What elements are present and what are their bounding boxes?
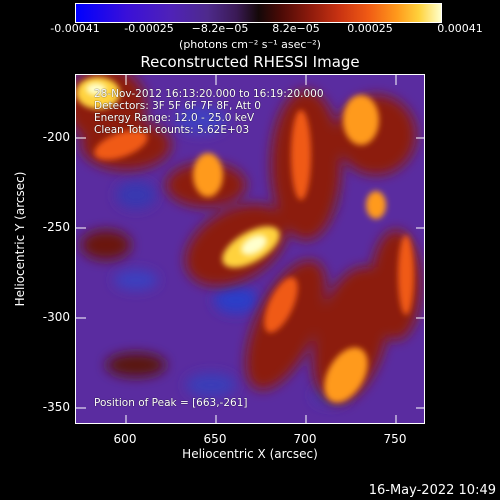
colorbar-units: (photons cm⁻² s⁻¹ asec⁻²) — [179, 38, 321, 51]
x-tick-label: 650 — [203, 432, 227, 446]
rhessi-image: 28-Nov-2012 16:13:20.000 to 16:19:20.000… — [75, 74, 425, 424]
colorbar-tick: 8.2e−05 — [272, 22, 320, 35]
axis-ticks — [76, 75, 424, 423]
energy-range-label: Energy Range: 12.0 - 25.0 keV — [94, 112, 255, 124]
peak-position-label: Position of Peak = [663,-261] — [94, 397, 248, 409]
colorbar-tick: -0.00025 — [124, 22, 174, 35]
colorbar-tick: -0.00041 — [50, 22, 100, 35]
x-axis-label: Heliocentric X (arcsec) — [182, 447, 318, 461]
colorbar-tick: −8.2e−05 — [191, 22, 249, 35]
y-tick-label: -350 — [42, 400, 70, 414]
peak-core — [86, 83, 267, 255]
image-title: Reconstructed RHESSI Image — [140, 53, 360, 71]
x-tick-label: 600 — [113, 432, 137, 446]
x-tick-label: 750 — [383, 432, 407, 446]
y-tick-label: -250 — [42, 220, 70, 234]
colorbar — [75, 3, 442, 23]
y-axis-label: Heliocentric Y (arcsec) — [13, 171, 27, 307]
timestamp: 16-May-2022 10:49 — [368, 483, 496, 498]
y-tick-label: -200 — [42, 130, 70, 144]
detectors-label: Detectors: 3F 5F 6F 7F 8F, Att 0 — [94, 100, 261, 112]
y-tick-label: -300 — [42, 310, 70, 324]
time-range-label: 28-Nov-2012 16:13:20.000 to 16:19:20.000 — [94, 88, 324, 100]
colorbar-tick: 0.00041 — [437, 22, 483, 35]
colorbar-tick: 0.00025 — [347, 22, 393, 35]
emission-map — [76, 75, 424, 423]
clean-counts-label: Clean Total counts: 5.62E+03 — [94, 124, 250, 136]
x-tick-label: 700 — [293, 432, 317, 446]
hot-regions — [76, 77, 414, 403]
